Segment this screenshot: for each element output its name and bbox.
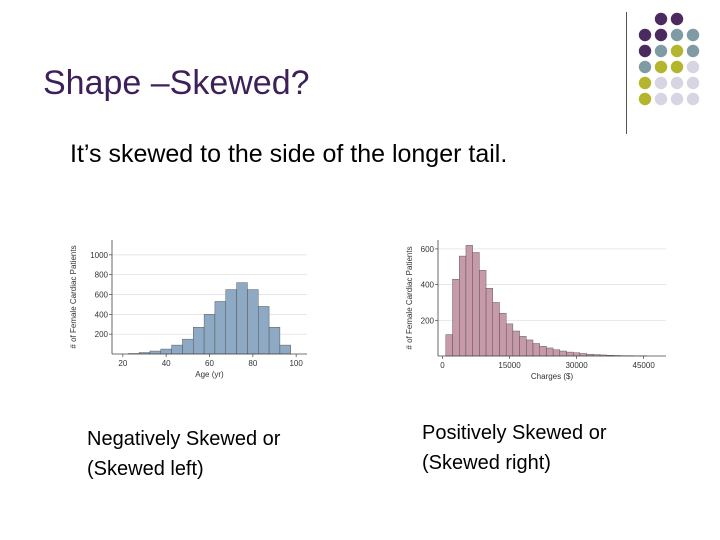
histogram-bar	[171, 344, 183, 355]
x-tick-label: 0	[440, 361, 445, 370]
histogram-negatively-skewed: 200 400 600 800 1000 20 40 60 80 100 Age (yr) # of …	[62, 232, 312, 382]
decorative-dot	[670, 60, 684, 74]
y-tick-label: 400	[95, 310, 109, 319]
histogram-bar	[247, 289, 259, 355]
histogram-bar	[573, 352, 581, 357]
slide-subtitle: It’s skewed to the side of the longer ta…	[70, 140, 508, 168]
x-tick-label: 80	[248, 359, 257, 368]
x-tick-label: 40	[162, 359, 171, 368]
decorative-dot	[654, 92, 668, 106]
y-tick-label: 200	[95, 330, 109, 339]
histogram-bar	[559, 350, 567, 357]
caption-right-line1: Positively Skewed or	[422, 422, 607, 444]
caption-positively-skewed: Positively Skewed or (Skewed right)	[422, 418, 607, 478]
y-tick-label: 600	[421, 245, 435, 254]
histogram-bar	[532, 343, 540, 357]
x-tick-label: 45000	[633, 361, 656, 370]
x-tick-label: 60	[205, 359, 214, 368]
decorative-dot	[686, 60, 700, 74]
histogram-bar	[258, 306, 270, 355]
decorative-dot	[670, 76, 684, 90]
histogram-left-svg: 200 400 600 800 1000 20 40 60 80 100 Age (yr) # of …	[69, 240, 307, 379]
histogram-bar	[445, 334, 453, 357]
histogram-bar	[526, 339, 534, 357]
histogram-bar	[149, 350, 161, 355]
histogram-bar	[546, 347, 554, 357]
x-tick-label: 100	[289, 359, 303, 368]
histogram-bar	[268, 327, 281, 355]
decorative-divider	[626, 12, 627, 134]
histogram-bar	[485, 287, 493, 357]
histogram-bar	[499, 312, 507, 357]
histogram-bar	[225, 289, 237, 355]
decorative-dot	[654, 60, 668, 74]
histogram-bar	[203, 314, 216, 355]
decorative-dot-grid	[638, 12, 700, 106]
histogram-bar	[214, 301, 226, 355]
histogram-bar	[505, 323, 514, 357]
x-tick-label: 20	[118, 359, 127, 368]
caption-left-line2: (Skewed left)	[87, 458, 204, 480]
histogram-bar	[465, 245, 473, 357]
decorative-dot	[654, 76, 668, 90]
y-axis-label: # of Female Cardiac Patients	[405, 246, 414, 349]
histogram-bar	[472, 252, 480, 357]
histogram-bar	[492, 302, 500, 357]
decorative-dot	[670, 28, 684, 42]
histogram-bar	[552, 349, 561, 357]
histogram-bar	[512, 330, 520, 357]
histogram-bar	[236, 282, 248, 355]
caption-negatively-skewed: Negatively Skewed or (Skewed left)	[87, 424, 280, 484]
decorative-dot	[638, 44, 652, 58]
y-axis-label: # of Female Cardiac Patients	[69, 245, 78, 348]
decorative-dot	[686, 76, 700, 90]
decorative-dot	[638, 60, 652, 74]
decorative-dot	[638, 76, 652, 90]
decorative-dot	[654, 28, 668, 42]
decorative-dot	[638, 28, 652, 42]
y-tick-label: 600	[95, 291, 109, 300]
caption-right-line2: (Skewed right)	[422, 452, 551, 474]
decorative-dot	[670, 44, 684, 58]
x-tick-label: 30000	[565, 361, 588, 370]
slide-title: Shape –Skewed?	[43, 64, 310, 102]
y-tick-label: 800	[95, 271, 109, 280]
histogram-bar	[193, 327, 205, 355]
decorative-dot	[686, 92, 700, 106]
decorative-dot	[670, 12, 684, 26]
x-tick-label: 15000	[498, 361, 521, 370]
histogram-bar	[539, 345, 547, 357]
decorative-dot	[670, 92, 684, 106]
y-tick-label: 200	[421, 316, 435, 325]
histogram-bar	[182, 338, 194, 355]
decorative-dot	[686, 28, 700, 42]
histogram-right-svg: 200 400 600 0 15000 30000 45000 Charges ($) # of…	[405, 240, 666, 381]
histogram-bar	[279, 344, 291, 355]
decorative-dot	[686, 44, 700, 58]
caption-left-line1: Negatively Skewed or	[87, 428, 281, 450]
decorative-dot	[654, 44, 668, 58]
histogram-positively-skewed: 200 400 600 0 15000 30000 45000 Charges ($) # of…	[398, 232, 678, 382]
histogram-bar	[459, 255, 467, 357]
decorative-dot	[654, 12, 668, 26]
x-axis-label: Age (yr)	[195, 370, 224, 379]
histogram-bar	[566, 351, 574, 357]
y-tick-label: 400	[421, 281, 435, 290]
histogram-bar	[160, 348, 172, 355]
y-tick-label: 1000	[90, 251, 108, 260]
histogram-bar	[479, 270, 487, 357]
x-axis-label: Charges ($)	[531, 372, 574, 381]
histogram-bar	[452, 279, 460, 357]
histogram-bar	[519, 336, 527, 357]
decorative-dot	[638, 92, 652, 106]
